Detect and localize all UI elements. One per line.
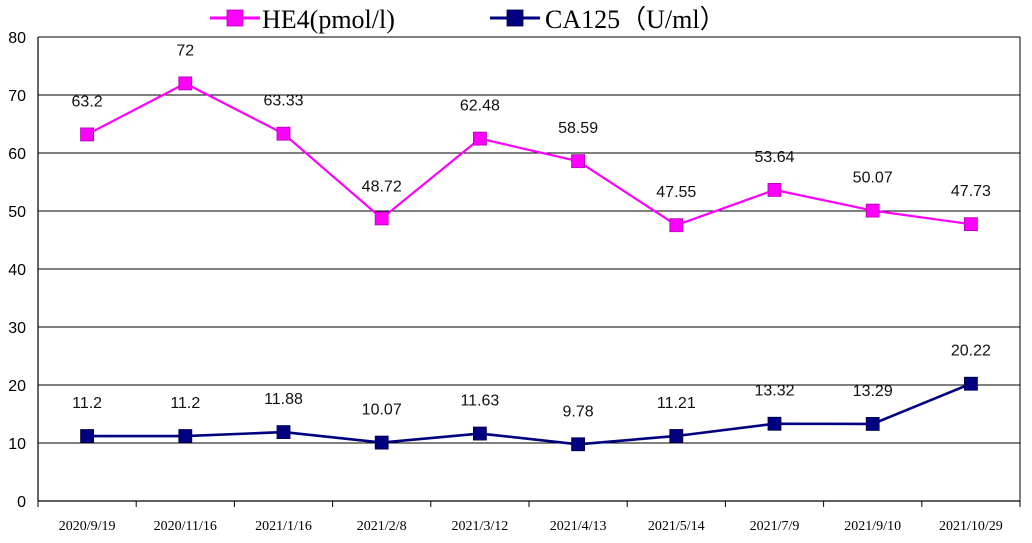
ca125-marker bbox=[472, 426, 487, 441]
he4-marker bbox=[767, 182, 782, 197]
ca125-data-label: 13.29 bbox=[853, 383, 893, 400]
he4-data-label: 63.33 bbox=[263, 93, 303, 110]
ca125-data-label: 11.63 bbox=[460, 393, 499, 410]
he4-data-label: 48.72 bbox=[362, 178, 402, 195]
y-tick-label: 10 bbox=[8, 436, 26, 453]
y-tick-label: 40 bbox=[8, 262, 26, 279]
legend-label-he4: HE4(pmol/l) bbox=[262, 5, 395, 34]
ca125-marker bbox=[964, 376, 978, 391]
x-tick-label: 2021/3/12 bbox=[452, 519, 509, 534]
ca125-marker bbox=[80, 429, 94, 443]
ca125-marker bbox=[178, 429, 193, 443]
x-tick-label: 2021/2/8 bbox=[357, 519, 407, 534]
he4-marker bbox=[571, 154, 585, 169]
legend-label-ca125: CA125（U/ml） bbox=[545, 5, 726, 34]
ca125-marker bbox=[865, 417, 880, 431]
y-tick-label: 60 bbox=[8, 146, 26, 163]
ca125-data-label: 13.32 bbox=[754, 383, 794, 400]
he4-marker bbox=[80, 127, 94, 142]
he4-data-label: 50.07 bbox=[853, 170, 893, 187]
axes: 0 10 20 30 40 50 60 70 80 2020/9/19 2020/11/16 2021… bbox=[8, 30, 1021, 534]
he4-marker bbox=[178, 76, 193, 91]
ca125-data-label: 20.22 bbox=[951, 343, 991, 360]
he4-data-label: 62.48 bbox=[460, 98, 500, 115]
ca125-data-label: 11.2 bbox=[72, 395, 102, 412]
ca125-data-label: 11.21 bbox=[657, 395, 696, 412]
x-tick-label: 2021/4/13 bbox=[550, 519, 607, 534]
legend-marker-ca125 bbox=[506, 9, 524, 27]
series-line-ca125 bbox=[87, 382, 972, 446]
ca125-marker bbox=[571, 437, 585, 452]
y-tick-label: 30 bbox=[8, 320, 26, 337]
he4-data-label: 53.64 bbox=[754, 149, 794, 166]
y-tick-label: 50 bbox=[8, 204, 26, 221]
x-tick-label: 2020/9/19 bbox=[59, 519, 116, 534]
ca125-marker bbox=[374, 435, 389, 450]
he4-marker bbox=[669, 218, 684, 233]
he4-data-label: 72 bbox=[176, 42, 194, 59]
ca125-data-label: 11.88 bbox=[264, 391, 303, 408]
series-line-he4 bbox=[86, 82, 972, 227]
he4-data-label: 63.2 bbox=[72, 93, 103, 110]
he4-data-label: 47.55 bbox=[656, 184, 696, 201]
grid-lines bbox=[38, 36, 1020, 444]
ca125-marker bbox=[669, 429, 684, 443]
x-tick-label: 2021/7/9 bbox=[750, 519, 800, 534]
ca125-marker bbox=[276, 425, 291, 439]
x-tick-label: 2020/11/16 bbox=[154, 519, 217, 534]
legend-marker-he4 bbox=[226, 9, 244, 27]
x-tick-label: 2021/9/10 bbox=[844, 519, 901, 534]
y-tick-label: 20 bbox=[8, 378, 26, 395]
he4-data-label: 47.73 bbox=[951, 183, 991, 200]
data-labels: 63.2 72 63.33 48.72 62.48 58.59 47.55 53.64 50.0… bbox=[72, 42, 991, 420]
ca125-data-label: 11.2 bbox=[170, 395, 200, 412]
y-tick-label: 0 bbox=[17, 494, 26, 511]
he4-marker bbox=[865, 203, 880, 218]
x-tick-label: 2021/10/29 bbox=[939, 519, 1003, 534]
he4-marker bbox=[374, 211, 389, 226]
series-layer bbox=[80, 76, 978, 452]
ca125-marker bbox=[767, 416, 782, 431]
x-tick-label: 2021/5/14 bbox=[648, 519, 705, 534]
y-tick-label: 70 bbox=[8, 88, 26, 105]
he4-marker bbox=[472, 131, 487, 146]
legend: HE4(pmol/l) CA125（U/ml） bbox=[210, 5, 726, 34]
y-tick-label: 80 bbox=[8, 30, 26, 47]
he4-data-label: 58.59 bbox=[558, 120, 598, 137]
x-tick-label: 2021/1/16 bbox=[255, 519, 312, 534]
ca125-data-label: 9.78 bbox=[563, 403, 594, 420]
he4-marker bbox=[276, 126, 291, 141]
he4-marker bbox=[964, 217, 978, 232]
ca125-data-label: 10.07 bbox=[362, 402, 402, 419]
